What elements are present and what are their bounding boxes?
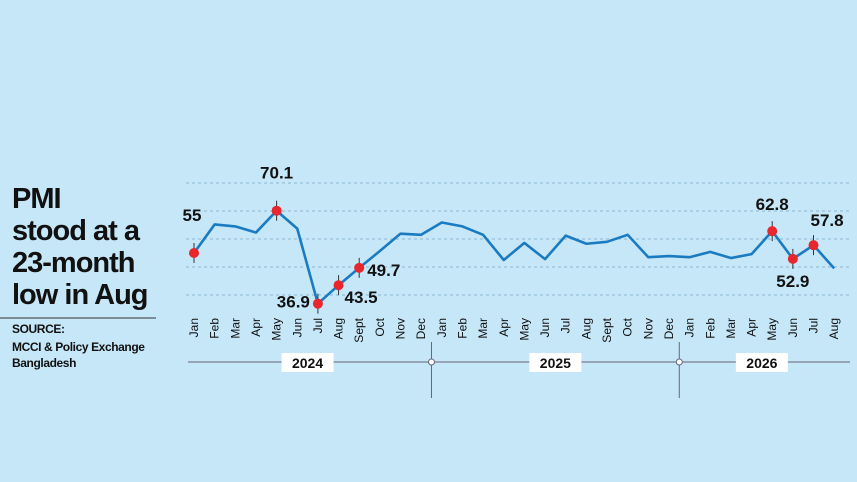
- x-tick-label: May: [517, 318, 531, 341]
- x-tick-label: Feb: [455, 318, 469, 339]
- line: [192, 209, 836, 305]
- marker: [808, 240, 819, 251]
- x-tick-label: May: [765, 318, 779, 341]
- data-label: 70.1: [260, 164, 293, 183]
- data-label: 62.8: [756, 195, 789, 214]
- year-label: 2025: [540, 355, 571, 371]
- x-tick-label: Dec: [662, 318, 676, 339]
- x-tick-label: Nov: [641, 318, 655, 339]
- year-label: 2026: [746, 355, 777, 371]
- title-line: 23-month: [12, 247, 135, 279]
- x-tick-label: May: [270, 318, 284, 341]
- x-tick-label: Sept: [352, 317, 366, 342]
- year-separator-dot: [427, 358, 435, 366]
- year-label-box: [529, 353, 582, 372]
- data-label: 49.7: [367, 261, 400, 280]
- x-tick-label: Nov: [394, 318, 408, 339]
- x-tick-label: Apr: [497, 318, 511, 337]
- title-line: stood at a: [12, 215, 141, 247]
- source-text: MCCI & Policy Exchange: [12, 340, 145, 354]
- year-label: 2024: [292, 355, 323, 371]
- x-tick-label: Jul: [807, 318, 821, 333]
- title-line: PMI: [12, 183, 61, 215]
- x-tick-label: Jan: [187, 318, 201, 337]
- x-tick-label: Aug: [579, 318, 593, 339]
- x-tick-label: Jun: [290, 318, 304, 337]
- x-tick-label: Jul: [311, 318, 325, 333]
- marker: [354, 262, 365, 273]
- data-label: 36.9: [277, 293, 310, 312]
- source-label: SOURCE:: [12, 322, 65, 336]
- x-tick-label: Apr: [745, 318, 759, 337]
- x-tick-label: Dec: [414, 318, 428, 339]
- x-tick-label: Feb: [703, 318, 717, 339]
- x-tick-label: Mar: [724, 318, 738, 339]
- x-tick-label: Jun: [538, 318, 552, 337]
- marker: [189, 248, 199, 258]
- year-separator-dot: [675, 358, 683, 366]
- marker: [787, 253, 798, 264]
- data-label: 43.5: [345, 288, 378, 307]
- x-tick-label: Mar: [476, 318, 490, 339]
- data-label: 55: [183, 206, 202, 225]
- x-tick-label: Mar: [228, 318, 242, 339]
- year-label-box: [281, 353, 334, 372]
- x-tick-label: Jun: [786, 318, 800, 337]
- x-tick-label: Jan: [435, 318, 449, 337]
- marker: [312, 298, 323, 309]
- x-tick-label: Feb: [208, 318, 222, 339]
- year-label-box: [735, 353, 788, 372]
- x-tick-label: Apr: [249, 318, 263, 337]
- data-label: 57.8: [811, 211, 844, 230]
- x-tick-label: Oct: [621, 317, 635, 336]
- title-line: low in Aug: [12, 279, 148, 311]
- x-tick-label: Jul: [559, 318, 573, 333]
- source-text: Bangladesh: [12, 356, 76, 370]
- x-tick-label: Aug: [827, 318, 841, 339]
- marker: [271, 205, 282, 216]
- marker: [333, 280, 344, 291]
- x-tick-label: Sept: [600, 317, 614, 342]
- x-tick-label: Oct: [373, 317, 387, 336]
- x-tick-label: Jan: [683, 318, 697, 337]
- marker: [767, 226, 778, 237]
- data-label: 52.9: [776, 272, 809, 291]
- x-tick-label: Aug: [332, 318, 346, 339]
